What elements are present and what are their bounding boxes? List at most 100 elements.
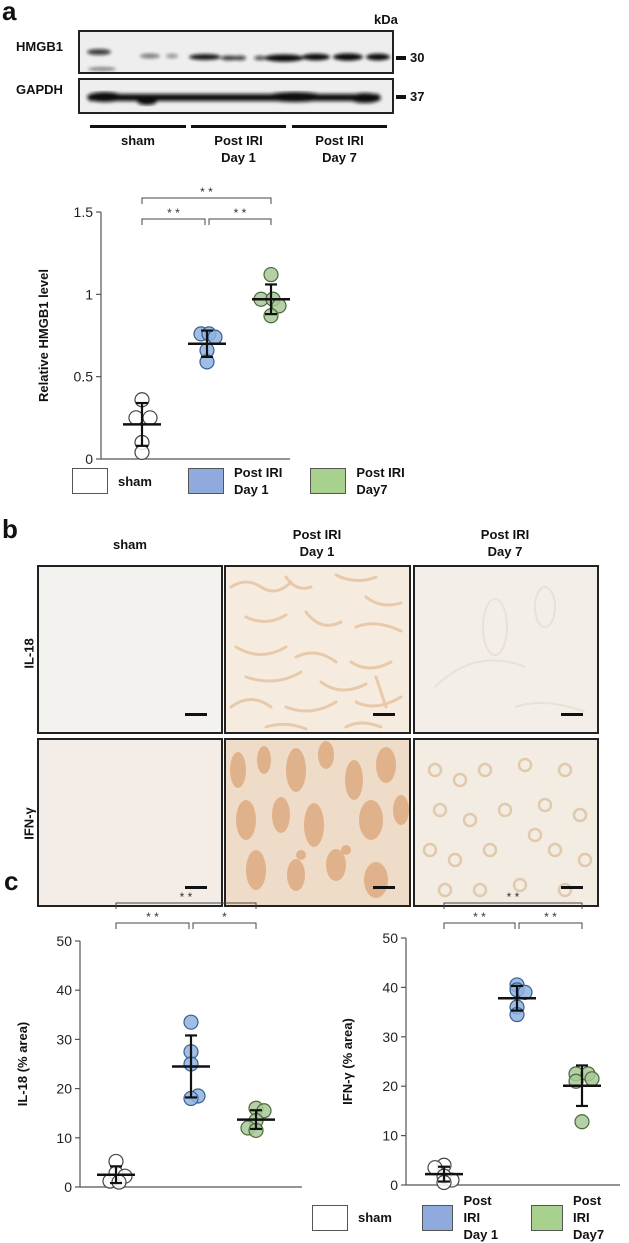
data-point [263, 266, 279, 283]
group-label-day1-line2: Day 1 [221, 150, 256, 165]
y-axis-label: IL-18 (% area) [15, 1022, 30, 1107]
legend-text: sham [358, 1210, 392, 1225]
scale-bar [561, 713, 583, 716]
y-tick-label: 20 [382, 1078, 398, 1094]
ihc-row-label-il18: IL-18 [21, 638, 37, 669]
hmgb1-bands [87, 49, 390, 71]
tissue-pattern [434, 586, 586, 713]
western-blot-gapdh [78, 78, 394, 114]
chart-ifng: 0 10 20 30 40 50 IFN-γ (% area) * * * * * * [340, 890, 620, 1193]
significance-bracket [115, 902, 257, 909]
data-point [207, 329, 223, 345]
legend-item-day1: Post IRI Day 1 [421, 1192, 506, 1243]
y-tick-label: 1 [85, 286, 93, 302]
legend-panel-a: sham Post IRI Day 1 Post IRI Day7 [72, 464, 419, 498]
legend-swatch-day7 [531, 1204, 563, 1231]
significance-bracket [443, 902, 583, 909]
legend-panel-c: sham Post IRI Day 1 Post IRI Day7 [312, 1192, 629, 1243]
scale-bar [185, 886, 207, 889]
significance-bracket [141, 218, 206, 225]
significance-bracket [141, 197, 272, 204]
y-tick-label: 50 [56, 933, 72, 949]
significance-label: * * [180, 890, 193, 904]
group-bar-sham [90, 125, 186, 128]
significance-label: * * [234, 206, 247, 220]
legend-label-day7: Post IRI Day7 [573, 1192, 615, 1243]
data-point [584, 1071, 600, 1087]
y-tick-label: 40 [56, 982, 72, 998]
ihc-col-line: sham [113, 537, 147, 552]
legend-swatch-day1 [421, 1204, 454, 1231]
legend-text: Post IRI [572, 1193, 602, 1225]
legend-swatch-day1 [187, 468, 224, 494]
ihc-image-ifng-day7 [413, 738, 599, 907]
significance-bracket [208, 218, 272, 225]
western-blot-hmgb1 [78, 30, 394, 74]
y-tick-label: 30 [56, 1031, 72, 1047]
y-tick-label: 10 [56, 1130, 72, 1146]
legend-swatch-sham [72, 468, 108, 494]
legend-item-day7: Post IRI Day7 [310, 464, 405, 498]
ihc-image-il18-day7 [413, 565, 599, 734]
data-point [183, 1014, 199, 1030]
chart-hmgb1: 0 0.5 1 1.5 Relative HMGB1 level * * * * * * [36, 185, 290, 467]
legend-text: Post IRI [356, 465, 405, 480]
legend-text: Post IRI [463, 1193, 492, 1225]
marker-30: 30 [410, 50, 425, 65]
ihc-image-il18-day1 [224, 565, 411, 734]
y-tick-label: 0 [390, 1177, 398, 1193]
tissue-pattern [229, 573, 403, 731]
y-tick-label: 30 [382, 1029, 398, 1045]
ihc-row-label-ifng: IFN-γ [21, 807, 37, 840]
legend-swatch-sham [312, 1204, 348, 1231]
significance-label: * * [544, 910, 557, 924]
legend-text: Day7 [572, 1227, 605, 1242]
blot-row-label-hmgb1: HMGB1 [16, 39, 63, 54]
ihc-image-ifng-sham [37, 738, 223, 907]
significance-bracket [115, 922, 190, 929]
scale-bar [373, 713, 395, 716]
ihc-col-line: Post IRI [292, 527, 342, 542]
significance-bracket [518, 922, 583, 929]
gapdh-bands [87, 92, 381, 105]
ihc-col-label-day7: Post IRI Day 7 [412, 526, 598, 560]
panel-c-letter: c [4, 866, 19, 896]
tissue-pattern [422, 757, 593, 898]
y-tick-label: 0 [85, 451, 93, 467]
ihc-col-label-sham: sham [37, 536, 223, 553]
significance-label: * * [146, 910, 159, 924]
ihc-col-line: Post IRI [480, 527, 530, 542]
y-tick-label: 0.5 [74, 369, 94, 385]
tissue-pattern [230, 741, 409, 898]
legend-swatch-day7 [310, 468, 347, 494]
y-tick-label: 10 [382, 1128, 398, 1144]
data-point [142, 410, 158, 426]
significance-label: * * [473, 910, 486, 924]
scale-bar [373, 886, 395, 889]
legend-label-sham: sham [358, 1209, 392, 1226]
legend-label-day7: Post IRI Day7 [356, 464, 404, 498]
significance-label: * * [200, 185, 213, 199]
group-label-day1: Post IRI Day 1 [191, 132, 286, 166]
ihc-col-line: Day 7 [487, 544, 523, 559]
legend-text: Day 1 [463, 1227, 499, 1242]
legend-text: Day 1 [233, 482, 269, 497]
y-tick-label: 50 [382, 930, 398, 946]
marker-37: 37 [410, 89, 425, 104]
legend-item-sham: sham [72, 468, 152, 494]
group-label-day7-line1: Post IRI [315, 133, 364, 148]
data-point [134, 444, 150, 461]
blot-row-label-gapdh: GAPDH [16, 82, 63, 97]
y-axis-label: Relative HMGB1 level [36, 269, 51, 402]
ihc-image-ifng-day1 [224, 738, 411, 907]
y-tick-label: 40 [382, 979, 398, 995]
scale-bar [185, 713, 207, 716]
legend-text: sham [118, 473, 152, 489]
legend-item-day1: Post IRI Day 1 [187, 464, 283, 498]
legend-text: Post IRI [233, 465, 283, 480]
group-bar-day7 [292, 125, 387, 128]
panel-a-letter: a [2, 0, 17, 26]
significance-bracket [192, 922, 257, 929]
legend-text: Day7 [356, 482, 388, 497]
group-label-day1-line1: Post IRI [214, 133, 263, 148]
